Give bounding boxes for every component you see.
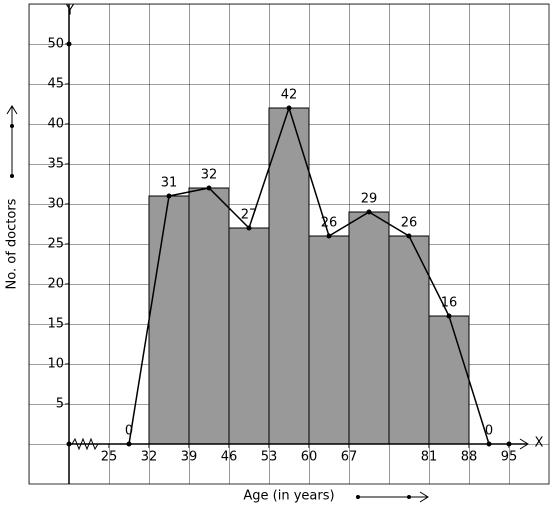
y-tick-label: 50 [47,37,64,52]
data-label: 27 [241,208,258,223]
x-tick-label: 81 [421,450,438,465]
y-tick-label: 45 [47,77,64,92]
polygon-point [326,233,332,239]
data-label: 26 [401,216,418,231]
data-label: 31 [161,176,178,191]
y-tick-label: 25 [47,237,64,252]
x-arrow [519,438,529,450]
plot [128,105,490,445]
x-axis-letter: X [535,436,544,451]
data-label: 0 [125,424,133,439]
bar [388,235,430,445]
y-tick-label: 35 [47,157,64,172]
polygon-point [446,313,452,319]
polygon-point [406,233,412,239]
data-label: 16 [441,296,458,311]
x-tick-label: 88 [461,450,478,465]
data-label: 42 [281,88,298,103]
x-tick-label: 39 [181,450,198,465]
origin-dot [66,441,72,447]
x-tick-label: 32 [141,450,158,465]
x-tick-label: 67 [341,450,358,465]
polygon-point [366,209,372,215]
y-tick-label: 5 [56,397,64,412]
polygon-point [166,193,172,199]
polygon-point [206,185,212,191]
bar [308,235,350,445]
y-tick-label: 20 [47,277,64,292]
x-label-arrow [356,491,429,503]
axis-break [71,437,99,451]
y-tick-label: 10 [47,357,64,372]
bar [148,195,190,445]
y-axis-label: No. of doctors [5,198,20,289]
data-label: 32 [201,168,218,183]
y-label-arrow [6,105,18,178]
x-tick-label: 53 [261,450,278,465]
frequency-polygon [128,105,490,445]
polygon-point [126,441,132,447]
data-label: 0 [485,424,493,439]
y-tick-label: 15 [47,317,64,332]
polygon-point [286,105,292,111]
polygon-point [486,441,492,447]
bar [428,315,470,445]
y-tick-label: 40 [47,117,64,132]
x-axis-label: Age (in years) [243,489,334,504]
y-axis-letter: Y [65,4,74,19]
data-label: 26 [321,216,338,231]
bar [188,187,230,445]
bar [348,211,390,445]
x-tick-label: 25 [101,450,118,465]
x-tick-label: 95 [501,450,518,465]
bar [268,107,310,445]
y-tick-label: 30 [47,197,64,212]
x-tick-label: 60 [301,450,318,465]
polygon-point [246,225,252,231]
bar [228,227,270,445]
data-label: 29 [361,192,378,207]
x-tick-label: 46 [221,450,238,465]
